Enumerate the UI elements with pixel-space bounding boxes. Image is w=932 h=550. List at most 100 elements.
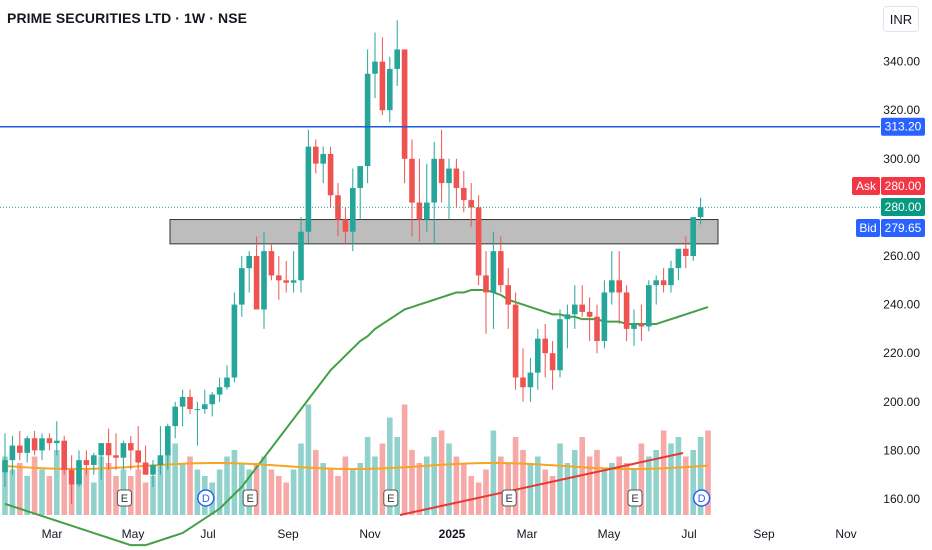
earnings-marker [501,489,517,507]
support-zone [169,219,719,245]
volume-bar [653,450,659,515]
currency-selector[interactable]: INR [883,6,919,32]
candle-body [557,319,563,371]
volume-bar [616,456,622,515]
time-axis-label: Mar [517,527,538,541]
candle-body [165,426,171,456]
candle-body [268,251,275,276]
bid-label-text: Bid [859,221,876,235]
time-axis-label: Jul [200,527,215,541]
volume-bar [601,469,608,515]
ma-orange-line [4,462,709,470]
candle-body [631,324,637,329]
candle-body [357,166,363,188]
chart-title: PRIME SECURITIES LTD · 1W · NSE [7,10,248,26]
earnings-marker-label: E [506,493,513,505]
price-scale-label: 180.00 [883,443,920,457]
ma-red-line [399,452,684,516]
volume-bar [231,450,238,515]
earnings-marker [627,489,643,507]
candle-body [542,338,548,354]
horizontal-level [0,125,880,208]
candle-body [216,387,223,395]
volume-bar [453,456,460,515]
price-scale-label: 160.00 [883,492,920,506]
ask-value-text: 280.00 [885,179,922,193]
candle-body [379,61,386,111]
candle-body [424,202,430,220]
candle-body [105,443,112,456]
time-axis-label: Sep [753,527,775,541]
volume-bar [424,456,430,515]
candle-body [446,168,452,184]
volume-bar [135,469,141,515]
last-price-box [881,198,925,216]
candle-body [31,438,38,451]
volume-bar [165,450,171,515]
volume-bar [17,463,23,515]
volume-bar [623,463,630,515]
volume-bar [609,463,615,515]
candle-body [327,153,334,196]
price-scale-label: 340.00 [883,55,920,69]
candle-body [638,324,645,327]
volume-bar [113,476,119,515]
candle-body [409,158,415,203]
volume-bar [542,469,548,515]
volume-bar [76,476,82,515]
candle-body [290,280,297,283]
candle-body [520,377,526,388]
candle-body [549,353,556,371]
time-axis-label: Nov [835,527,856,541]
candle-body [83,460,90,465]
candle-body [76,460,82,485]
volume-bar [194,469,201,515]
volume-bar [253,463,260,515]
volume-bar [387,417,393,515]
candle-body [261,251,267,310]
volume-bar [394,437,400,515]
candle-body [2,460,8,473]
candle-body [61,440,67,470]
dividend-marker [197,489,215,507]
candle-body [401,49,408,159]
volume-bar [283,482,289,515]
candle-body [586,311,593,317]
candle-body [505,285,511,305]
volume-bar [142,482,149,515]
time-axis-label: May [122,527,145,541]
candle-body [150,464,156,475]
price-scale-label: 240.00 [883,298,920,312]
candle-body [157,455,164,465]
ask-label-box [852,177,880,195]
bid-label-box [856,219,880,237]
candle-body [372,61,378,74]
volume-bar [379,443,386,515]
volume-bar [416,463,423,515]
candle-body [527,372,534,388]
candle-body [98,443,104,456]
ask-label-text: Ask [856,179,877,193]
candle-body [24,438,30,453]
volume-bar [268,469,275,515]
dividend-marker-label: D [698,493,706,505]
time-axis-label: 2025 [439,527,466,541]
candle-body [113,455,119,458]
volume-bar [527,463,534,515]
candle-body [46,438,53,444]
volume-bar [498,456,504,515]
volume-bar [98,456,104,515]
volume-bar [683,456,689,515]
volume-bar [61,463,67,515]
candle-body [17,445,23,453]
candle-body [253,256,260,310]
volume-bar [350,469,356,515]
candle-body [416,202,423,220]
candle-body [660,280,667,286]
time-axis-label: Nov [359,527,380,541]
candle-body [431,158,437,203]
candle-body [675,248,682,269]
candle-body [490,251,497,293]
candle-body [283,280,289,283]
